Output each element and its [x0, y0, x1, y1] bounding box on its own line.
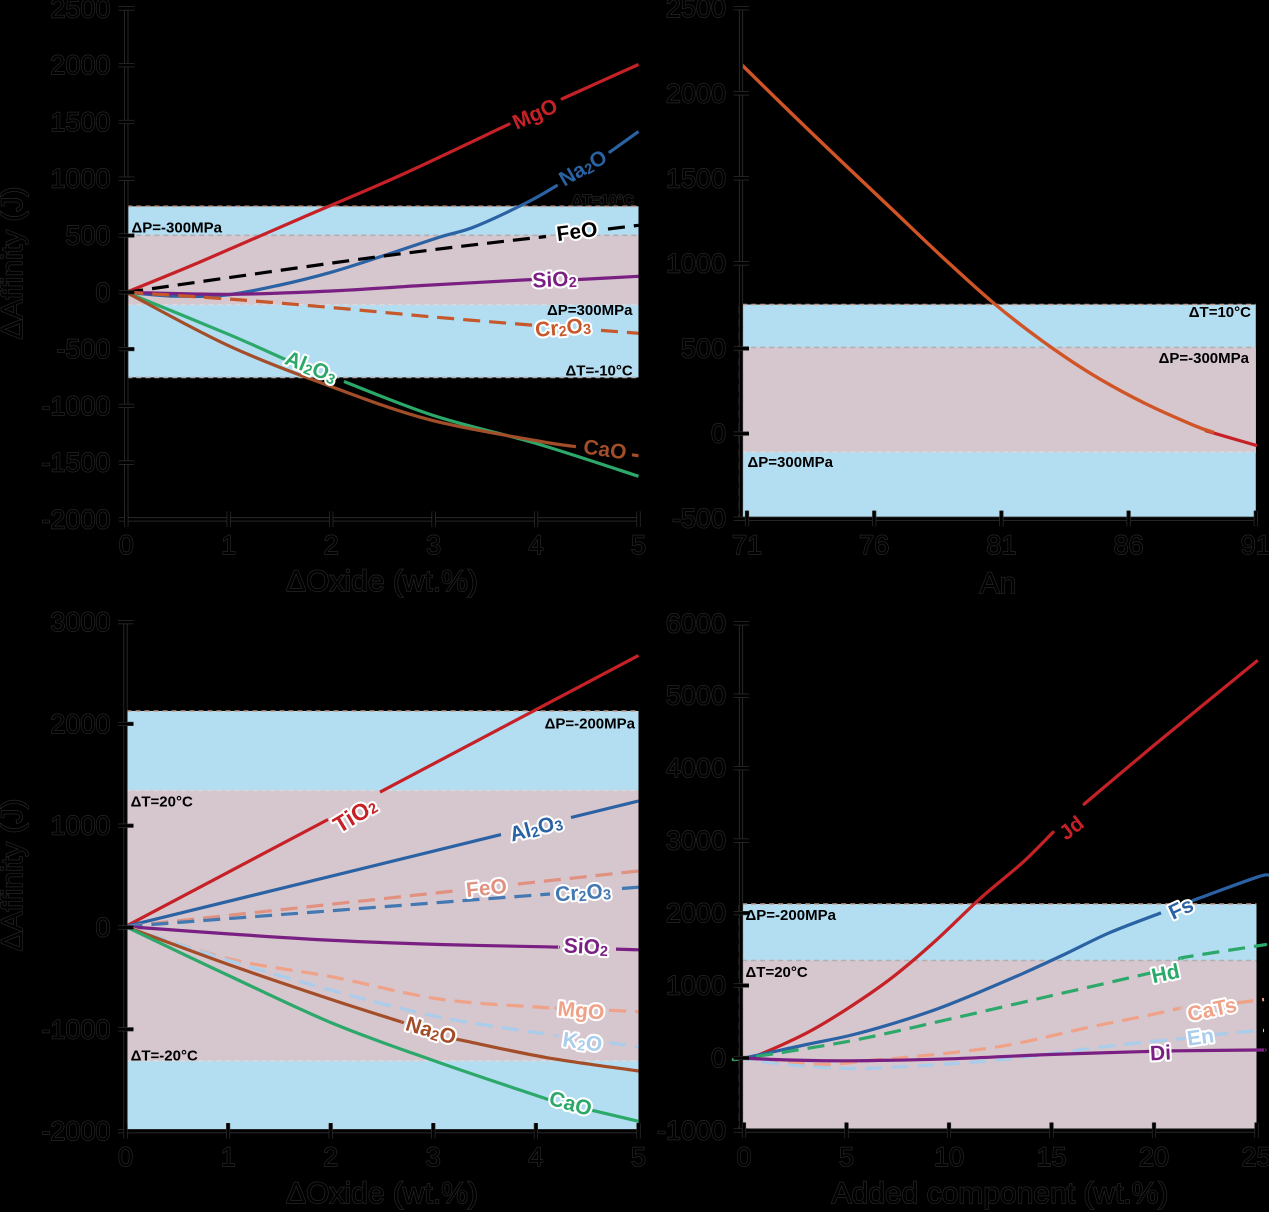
svg-text:Cr2O3: Cr2O3 — [534, 314, 592, 343]
svg-text:ΔP=300MPa: ΔP=300MPa — [547, 302, 633, 319]
svg-text:-2000: -2000 — [41, 504, 110, 534]
svg-text:2500: 2500 — [666, 0, 726, 23]
svg-text:1: 1 — [221, 530, 236, 560]
svg-text:3000: 3000 — [50, 607, 110, 637]
svg-text:5: 5 — [631, 530, 646, 560]
svg-text:-1500: -1500 — [41, 448, 110, 478]
svg-text:ΔAffinity (J): ΔAffinity (J) — [0, 799, 29, 952]
svg-text:20: 20 — [1139, 1142, 1169, 1172]
svg-text:-1000: -1000 — [41, 391, 110, 421]
svg-text:76: 76 — [859, 530, 889, 560]
svg-text:1: 1 — [221, 1142, 236, 1172]
svg-text:SiO2: SiO2 — [532, 267, 577, 293]
svg-text:5000: 5000 — [666, 681, 726, 711]
svg-text:K2O: K2O — [561, 1028, 604, 1057]
svg-text:-500: -500 — [56, 334, 110, 364]
svg-text:15: 15 — [1036, 1142, 1066, 1172]
svg-text:0: 0 — [95, 913, 110, 943]
svg-text:ΔP=-200MPa: ΔP=-200MPa — [545, 715, 636, 732]
svg-text:ΔOxide (wt.%): ΔOxide (wt.%) — [286, 565, 478, 598]
svg-text:ΔT=20°C: ΔT=20°C — [746, 964, 808, 981]
svg-text:2: 2 — [323, 1142, 338, 1172]
svg-text:Na2O: Na2O — [403, 1012, 459, 1050]
svg-text:0: 0 — [118, 1142, 133, 1172]
svg-text:ΔT=-20°C: ΔT=-20°C — [131, 1048, 198, 1065]
svg-text:1000: 1000 — [50, 164, 110, 194]
svg-text:3000: 3000 — [666, 826, 726, 856]
svg-text:MgO: MgO — [557, 997, 605, 1024]
svg-text:10: 10 — [934, 1142, 964, 1172]
svg-text:1000: 1000 — [666, 248, 726, 278]
svg-text:ΔT=20°C: ΔT=20°C — [131, 793, 193, 810]
svg-text:3: 3 — [426, 1142, 441, 1172]
svg-text:4: 4 — [529, 530, 544, 560]
svg-text:Di: Di — [1149, 1041, 1171, 1065]
svg-text:-500: -500 — [672, 504, 726, 534]
svg-text:1500: 1500 — [50, 107, 110, 137]
svg-text:ΔT=10°C: ΔT=10°C — [572, 192, 634, 209]
svg-text:71: 71 — [732, 530, 762, 560]
svg-text:2000: 2000 — [50, 709, 110, 739]
svg-text:4000: 4000 — [666, 753, 726, 783]
svg-text:2: 2 — [324, 530, 339, 560]
svg-text:0: 0 — [119, 530, 134, 560]
svg-text:ΔOxide (wt.%): ΔOxide (wt.%) — [286, 1177, 478, 1210]
svg-text:25: 25 — [1241, 1142, 1269, 1172]
svg-text:4: 4 — [528, 1142, 543, 1172]
svg-text:1000: 1000 — [666, 971, 726, 1001]
svg-text:-1000: -1000 — [41, 1014, 110, 1044]
svg-text:ΔT=-10°C: ΔT=-10°C — [566, 363, 633, 380]
svg-text:ΔP=-300MPa: ΔP=-300MPa — [1159, 350, 1250, 367]
svg-text:Added component (wt.%): Added component (wt.%) — [832, 1177, 1169, 1210]
svg-text:5: 5 — [839, 1142, 854, 1172]
svg-text:FeO: FeO — [465, 874, 508, 901]
svg-text:ΔAffinity (J): ΔAffinity (J) — [0, 187, 29, 340]
svg-text:CaO: CaO — [582, 435, 628, 464]
svg-text:2000: 2000 — [666, 898, 726, 928]
svg-text:1500: 1500 — [666, 163, 726, 193]
svg-text:2000: 2000 — [666, 78, 726, 108]
svg-text:CaTs: CaTs — [1185, 993, 1239, 1026]
svg-text:3: 3 — [426, 530, 441, 560]
svg-text:En: En — [1186, 1024, 1216, 1051]
svg-text:-2000: -2000 — [41, 1116, 110, 1146]
svg-text:500: 500 — [65, 221, 110, 251]
svg-text:2000: 2000 — [50, 50, 110, 80]
svg-text:ΔP=-200MPa: ΔP=-200MPa — [746, 907, 837, 924]
svg-text:91: 91 — [1241, 530, 1269, 560]
svg-text:2500: 2500 — [50, 0, 110, 23]
svg-text:86: 86 — [1114, 530, 1144, 560]
svg-text:0: 0 — [711, 419, 726, 449]
svg-text:An: An — [980, 567, 1017, 600]
svg-text:5: 5 — [631, 1142, 646, 1172]
svg-text:0: 0 — [95, 277, 110, 307]
svg-text:6000: 6000 — [666, 608, 726, 638]
svg-text:81: 81 — [986, 530, 1016, 560]
svg-text:500: 500 — [681, 334, 726, 364]
svg-text:1000: 1000 — [50, 811, 110, 841]
svg-text:SiO2: SiO2 — [563, 934, 608, 960]
svg-text:Cr2O3: Cr2O3 — [554, 879, 611, 907]
svg-text:FeO: FeO — [555, 217, 599, 245]
svg-text:ΔP=300MPa: ΔP=300MPa — [748, 454, 834, 471]
svg-text:0: 0 — [711, 1043, 726, 1073]
svg-text:0: 0 — [736, 1142, 751, 1172]
svg-text:ΔT=10°C: ΔT=10°C — [1189, 304, 1251, 321]
svg-text:ΔP=-300MPa: ΔP=-300MPa — [132, 220, 223, 237]
svg-text:-1000: -1000 — [657, 1116, 726, 1146]
